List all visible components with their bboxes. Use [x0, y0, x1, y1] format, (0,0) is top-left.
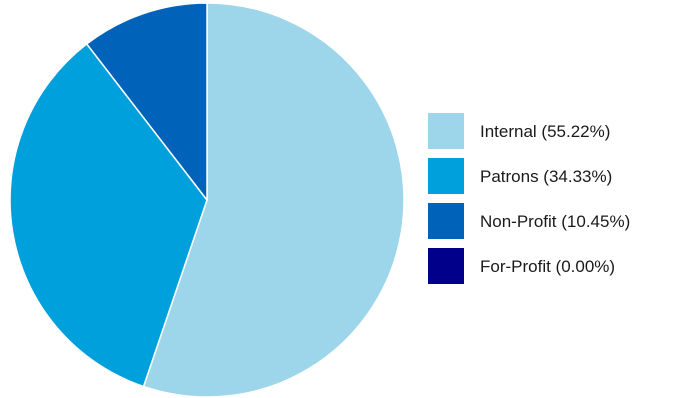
- pie-slice-non-profit: [86, 2, 208, 201]
- legend: Internal (55.22%) Patrons (34.33%) Non-Pro…: [428, 113, 630, 284]
- legend-label-for-profit: For-Profit (0.00%): [480, 257, 615, 276]
- legend-label-non-profit: Non-Profit (10.45%): [480, 212, 630, 231]
- pie-slice-internal: [142, 2, 405, 398]
- legend-swatch-non-profit: [428, 203, 464, 239]
- legend-label-internal: Internal (55.22%): [480, 122, 610, 141]
- pie-slices: [9, 2, 405, 398]
- legend-swatch-patrons: [428, 158, 464, 194]
- pie-slice-patrons: [9, 43, 208, 388]
- legend-swatch-for-profit: [428, 248, 464, 284]
- legend-swatch-internal: [428, 113, 464, 149]
- legend-label-patrons: Patrons (34.33%): [480, 167, 612, 186]
